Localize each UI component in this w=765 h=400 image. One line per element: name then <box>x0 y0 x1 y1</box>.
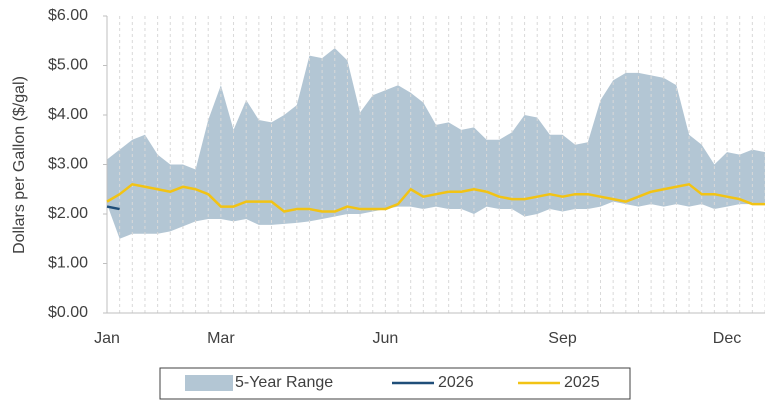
y-tick-label: $0.00 <box>48 304 88 321</box>
legend-label: 2026 <box>438 374 474 391</box>
x-tick-label: Jan <box>94 330 120 347</box>
y-tick-label: $5.00 <box>48 57 88 74</box>
x-tick-label: Mar <box>207 330 235 347</box>
legend-label: 2025 <box>564 374 600 391</box>
legend-swatch <box>185 375 233 391</box>
y-tick-label: $3.00 <box>48 156 88 173</box>
x-tick-label: Dec <box>713 330 741 347</box>
x-tick-label: Sep <box>548 330 577 347</box>
y-axis-label: Dollars per Gallon ($/gal) <box>11 76 28 254</box>
x-tick-label: Jun <box>372 330 398 347</box>
legend-label: 5-Year Range <box>235 374 333 391</box>
y-tick-label: $4.00 <box>48 106 88 123</box>
line-series <box>106 183 765 213</box>
y-tick-label: $6.00 <box>48 7 88 24</box>
y-tick-label: $1.00 <box>48 255 88 272</box>
y-tick-label: $2.00 <box>48 205 88 222</box>
line-series <box>106 205 120 211</box>
